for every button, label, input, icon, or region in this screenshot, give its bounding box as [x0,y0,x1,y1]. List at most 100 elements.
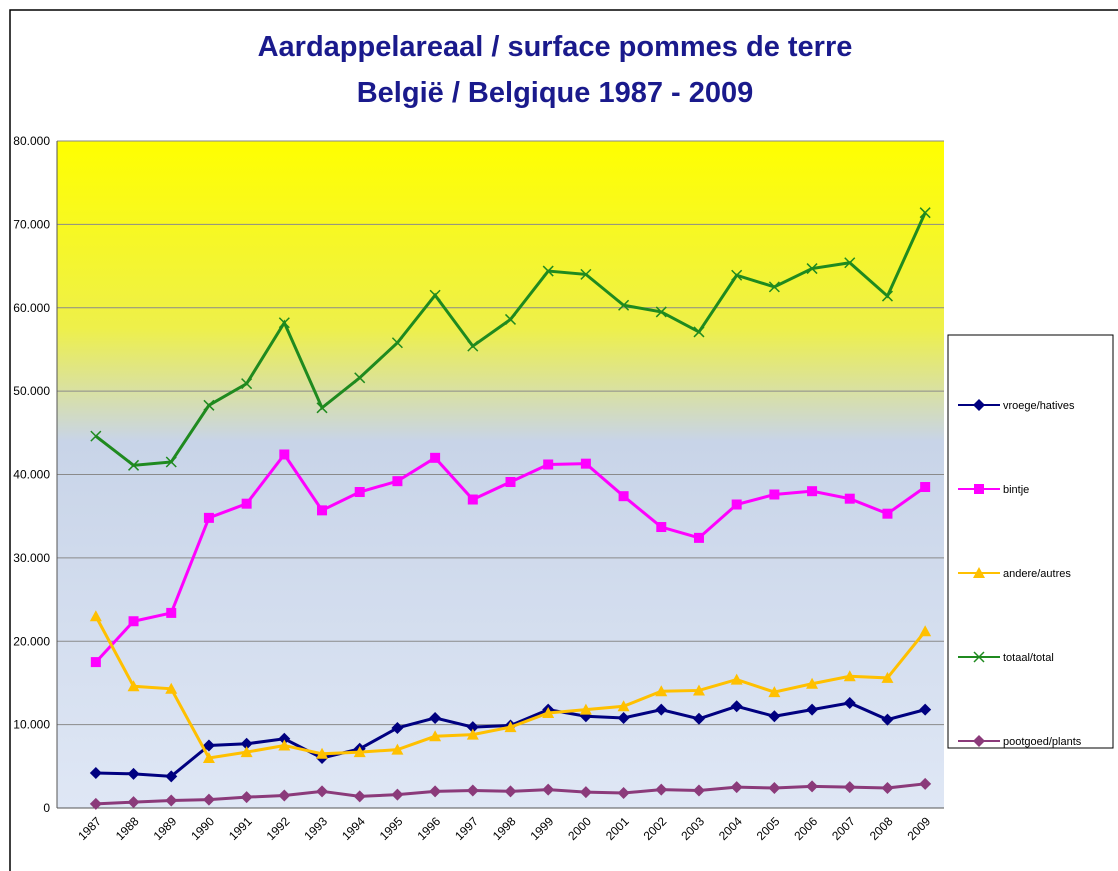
x-tick-label: 1994 [339,814,368,843]
marker [127,796,140,809]
marker [768,686,781,698]
marker [617,700,630,712]
marker [202,739,215,752]
marker [768,710,781,723]
marker [504,313,517,325]
marker [617,711,630,724]
legend-label: totaal/total [1003,652,1054,664]
marker [166,607,177,618]
marker [467,340,479,352]
marker [579,786,592,799]
marker [128,459,140,471]
marker [974,484,984,494]
marker [429,289,441,301]
marker [202,793,215,806]
marker [278,732,291,745]
marker [769,489,780,500]
marker [391,721,404,734]
marker [920,482,931,493]
marker [806,780,819,793]
marker [278,317,290,329]
x-tick-label: 2001 [603,814,632,843]
marker [881,290,893,302]
marker [579,703,592,715]
marker [391,743,404,755]
marker [240,791,253,804]
marker [692,712,705,725]
marker [279,449,290,460]
marker [391,788,404,801]
chart-title: Aardappelareaal / surface pommes de terr… [258,31,853,63]
marker [693,532,704,543]
marker [165,794,178,807]
marker [127,680,140,692]
marker [391,337,403,349]
marker [882,508,893,519]
marker [973,399,985,411]
x-tick-label: 2006 [791,814,820,843]
y-tick-label: 50.000 [13,384,50,398]
marker [843,670,856,682]
y-tick-label: 0 [43,801,50,815]
marker [165,682,178,694]
x-tick-label: 1993 [301,814,330,843]
x-tick-label: 2005 [754,814,783,843]
marker [731,499,742,510]
marker [353,746,366,758]
marker [241,378,253,390]
marker [278,789,291,802]
marker [919,625,932,637]
marker [807,486,818,497]
marker [919,703,932,716]
x-tick-label: 1998 [490,814,519,843]
marker [618,491,629,502]
marker [919,777,932,790]
marker [203,512,214,523]
marker [429,785,442,798]
x-tick-label: 2009 [904,814,933,843]
marker [806,263,818,275]
marker [881,671,894,683]
marker [656,522,667,533]
marker [843,696,856,709]
marker [655,685,668,697]
marker [240,746,253,758]
marker [128,616,139,627]
x-tick-label: 1992 [264,814,293,843]
x-tick-label: 2004 [716,814,745,843]
marker [466,728,479,740]
y-tick-label: 80.000 [13,134,50,148]
marker [543,459,554,470]
x-tick-label: 2000 [565,814,594,843]
marker [89,766,102,779]
marker [843,781,856,794]
marker [730,781,743,794]
marker [467,494,478,505]
marker [466,721,479,734]
marker [278,739,291,751]
marker [165,770,178,783]
marker [90,430,102,442]
marker [429,711,442,724]
legend-label: pootgoed/plants [1003,736,1082,748]
y-tick-label: 20.000 [13,634,50,648]
marker [617,786,630,799]
marker [316,402,328,414]
marker [806,703,819,716]
legend-label: andere/autres [1003,568,1071,580]
marker [392,476,403,487]
marker [768,281,780,293]
marker [354,487,365,498]
x-tick-label: 1996 [414,814,443,843]
marker [504,785,517,798]
frame [9,9,1118,871]
marker [504,721,517,733]
chart-title: België / Belgique 1987 - 2009 [357,77,754,109]
marker [127,767,140,780]
marker [973,651,985,663]
marker [466,784,479,797]
marker [429,730,442,742]
x-tick-label: 1997 [452,814,481,843]
x-tick-label: 1987 [75,814,104,843]
